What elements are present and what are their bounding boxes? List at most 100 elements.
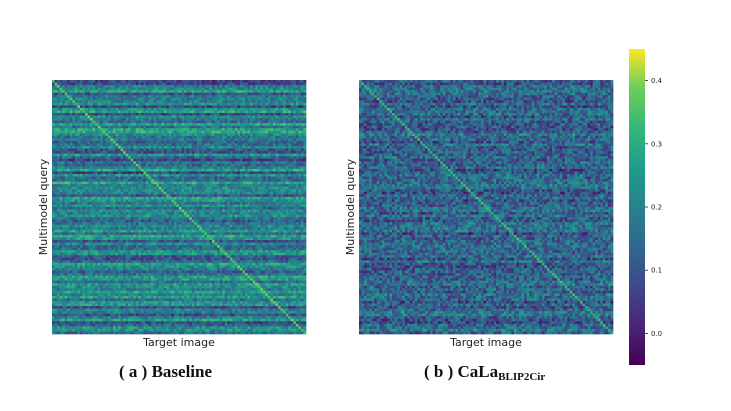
heatmap-cell bbox=[171, 90, 175, 94]
heatmap-cell bbox=[52, 201, 55, 205]
heatmap-cell bbox=[54, 204, 58, 208]
heatmap-cell bbox=[260, 166, 264, 170]
heatmap-cell bbox=[239, 166, 243, 170]
heatmap-cell bbox=[206, 92, 210, 96]
heatmap-cell bbox=[191, 102, 195, 106]
heatmap-cell bbox=[173, 173, 177, 177]
heatmap-cell bbox=[77, 138, 81, 142]
heatmap-cell bbox=[300, 146, 304, 149]
heatmap-cell bbox=[145, 100, 149, 104]
heatmap-cell bbox=[100, 166, 104, 170]
heatmap-cell bbox=[156, 102, 160, 106]
heatmap-cell bbox=[250, 110, 254, 114]
heatmap-cell bbox=[272, 138, 276, 142]
heatmap-cell bbox=[206, 100, 210, 104]
heatmap-cell bbox=[171, 105, 175, 109]
heatmap-cell bbox=[148, 166, 152, 170]
heatmap-cell bbox=[133, 105, 137, 109]
heatmap-cell bbox=[133, 151, 137, 155]
heatmap-cell bbox=[140, 166, 144, 170]
heatmap-cell bbox=[206, 105, 210, 109]
heatmap-cell bbox=[217, 153, 220, 157]
heatmap-cell bbox=[252, 186, 256, 190]
heatmap-cell bbox=[293, 113, 297, 116]
heatmap-cell bbox=[163, 135, 167, 139]
heatmap-cell bbox=[214, 130, 218, 134]
heatmap-cell bbox=[265, 204, 269, 208]
heatmap-cell bbox=[140, 146, 144, 149]
heatmap-cell bbox=[102, 95, 106, 99]
heatmap-cell bbox=[262, 163, 266, 167]
heatmap-cell bbox=[255, 138, 259, 142]
heatmap-cell bbox=[163, 199, 167, 203]
heatmap-cell bbox=[67, 156, 71, 160]
heatmap-cell bbox=[82, 115, 86, 119]
heatmap-cell bbox=[90, 80, 93, 83]
heatmap-cell bbox=[272, 186, 276, 190]
heatmap-cell bbox=[252, 163, 256, 167]
heatmap-cell bbox=[298, 118, 302, 121]
heatmap-cell bbox=[166, 80, 170, 83]
heatmap-cell bbox=[59, 163, 63, 167]
heatmap-cell bbox=[227, 184, 231, 188]
heatmap-cell bbox=[267, 82, 271, 86]
heatmap-cell bbox=[181, 179, 185, 182]
heatmap-cell bbox=[120, 158, 124, 162]
heatmap-cell bbox=[280, 87, 284, 91]
heatmap-cell bbox=[92, 82, 96, 86]
heatmap-cell bbox=[212, 153, 215, 157]
heatmap-cell bbox=[115, 191, 119, 195]
heatmap-cell bbox=[257, 148, 261, 152]
heatmap-cell bbox=[204, 133, 208, 137]
heatmap-cell bbox=[303, 125, 307, 129]
heatmap-cell bbox=[102, 181, 106, 185]
heatmap-cell bbox=[288, 204, 292, 208]
heatmap-cell bbox=[151, 113, 154, 116]
heatmap-cell bbox=[298, 194, 302, 198]
heatmap-cell bbox=[272, 179, 276, 182]
heatmap-cell bbox=[189, 82, 193, 86]
heatmap-cell bbox=[265, 105, 269, 109]
heatmap-cell bbox=[54, 85, 58, 88]
heatmap-cell bbox=[293, 110, 297, 114]
heatmap-cell bbox=[90, 85, 93, 88]
heatmap-cell bbox=[283, 153, 287, 157]
heatmap-cell bbox=[260, 143, 264, 147]
heatmap-cell bbox=[107, 191, 111, 195]
heatmap-cell bbox=[85, 135, 88, 139]
heatmap-cell bbox=[112, 196, 116, 200]
heatmap-cell bbox=[90, 181, 93, 185]
heatmap-cell bbox=[143, 204, 147, 208]
heatmap-cell bbox=[186, 90, 190, 94]
heatmap-cell bbox=[278, 176, 281, 180]
heatmap-cell bbox=[217, 171, 220, 175]
heatmap-cell bbox=[161, 201, 165, 205]
heatmap-cell bbox=[67, 85, 71, 88]
heatmap-cell bbox=[189, 161, 193, 165]
heatmap-cell bbox=[171, 97, 175, 101]
heatmap-cell bbox=[97, 181, 101, 185]
heatmap-cell bbox=[260, 85, 264, 88]
heatmap-cell bbox=[224, 100, 228, 104]
heatmap-cell bbox=[209, 204, 213, 208]
heatmap-cell bbox=[224, 123, 228, 127]
heatmap-cell bbox=[179, 184, 182, 188]
heatmap-cell bbox=[255, 204, 259, 208]
heatmap-cell bbox=[163, 100, 167, 104]
heatmap-cell bbox=[257, 95, 261, 99]
heatmap-cell bbox=[82, 171, 86, 175]
heatmap-cell bbox=[143, 87, 147, 91]
heatmap-cell bbox=[57, 87, 60, 91]
heatmap-cell bbox=[184, 161, 187, 165]
heatmap-cell bbox=[123, 102, 127, 106]
heatmap-cell bbox=[100, 82, 104, 86]
heatmap-cell bbox=[285, 166, 289, 170]
heatmap-cell bbox=[138, 115, 142, 119]
heatmap-cell bbox=[189, 115, 193, 119]
heatmap-cell bbox=[82, 80, 86, 83]
heatmap-cell bbox=[64, 87, 68, 91]
heatmap-cell bbox=[222, 85, 226, 88]
heatmap-cell bbox=[242, 100, 246, 104]
heatmap-cell bbox=[67, 168, 71, 172]
heatmap-cell bbox=[87, 107, 91, 111]
